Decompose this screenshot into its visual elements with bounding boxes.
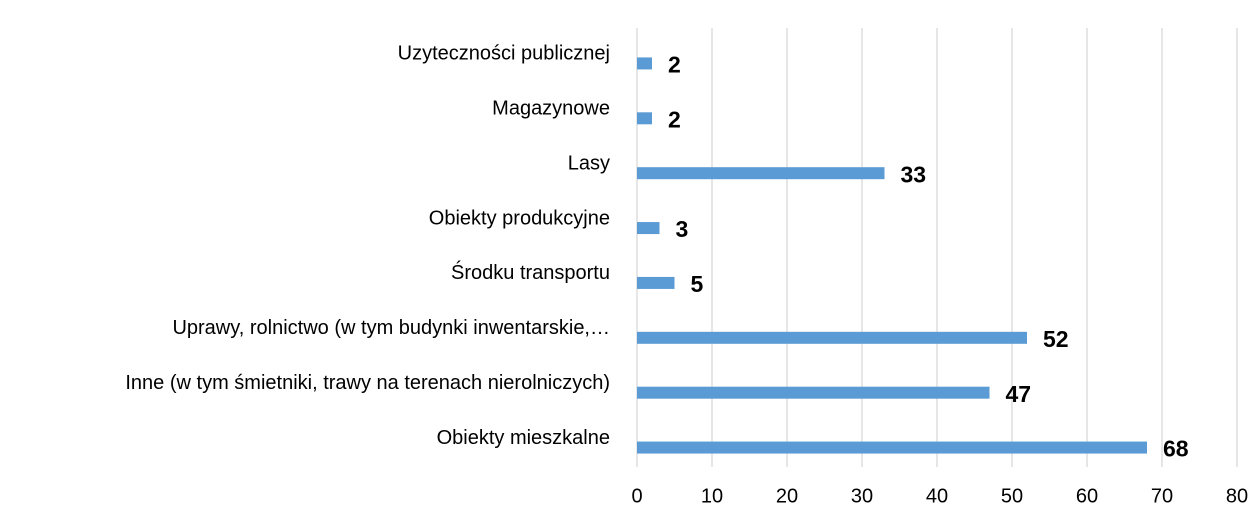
y-tick-label: Uzyteczności publicznej — [398, 43, 610, 65]
bar — [637, 222, 660, 235]
bar — [637, 112, 652, 125]
x-tick-label: 70 — [1151, 485, 1173, 507]
y-tick-label: Obiekty produkcyjne — [429, 207, 610, 229]
y-tick-label: Środku transportu — [451, 260, 610, 284]
data-label: 33 — [901, 161, 927, 187]
data-label: 2 — [668, 52, 681, 78]
x-tick-label: 10 — [701, 485, 723, 507]
x-tick-label: 20 — [776, 485, 798, 507]
x-tick-label: 30 — [851, 485, 873, 507]
data-label: 47 — [1006, 381, 1032, 407]
data-label: 3 — [676, 216, 689, 242]
data-label: 68 — [1163, 436, 1189, 462]
bar — [637, 167, 885, 180]
data-label: 52 — [1043, 326, 1069, 352]
bar — [637, 331, 1027, 344]
y-tick-label: Magazynowe — [492, 98, 610, 120]
x-tick-label: 60 — [1076, 485, 1098, 507]
data-label: 5 — [691, 271, 704, 297]
bar — [637, 386, 990, 399]
y-tick-label: Inne (w tym śmietniki, trawy na terenach… — [125, 372, 610, 394]
x-tick-label: 40 — [926, 485, 948, 507]
x-tick-label: 50 — [1001, 485, 1023, 507]
data-label: 2 — [668, 106, 681, 132]
y-tick-label: Lasy — [568, 152, 610, 174]
x-tick-label: 80 — [1226, 485, 1248, 507]
y-tick-label: Obiekty mieszkalne — [437, 427, 610, 449]
bar — [637, 441, 1147, 454]
bar — [637, 57, 652, 70]
x-tick-label: 0 — [631, 485, 642, 507]
y-tick-label: Uprawy, rolnictwo (w tym budynki inwenta… — [172, 317, 610, 339]
bar — [637, 276, 675, 289]
